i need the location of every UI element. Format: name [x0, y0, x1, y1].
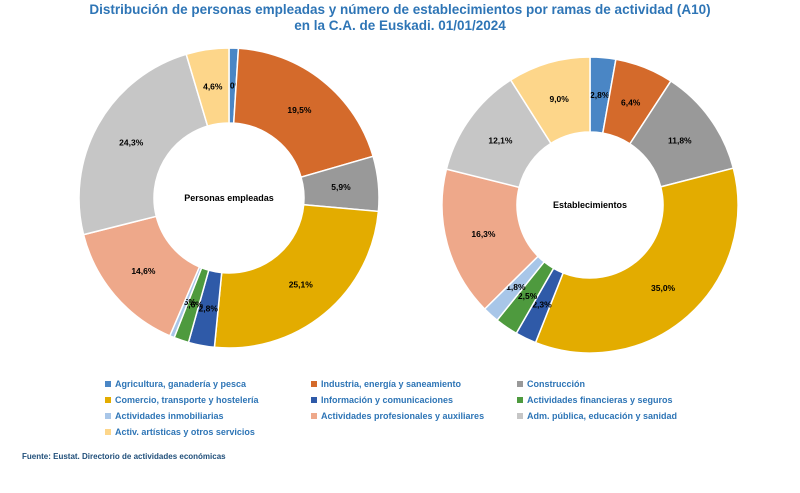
legend-label: Actividades profesionales y auxiliares [321, 411, 485, 421]
legend-swatch [517, 381, 523, 387]
legend-item-activ-artisticas-y-otros-servicios: Activ. artísticas y otros servicios [105, 425, 311, 439]
legend-swatch [105, 429, 111, 435]
donut-establecimientos: 2,8% 6,4% 11,8% 35,0% 2,3%2,5%1,8% 16,3% 12,1%… [441, 56, 739, 354]
slice-label-actividades-inmobiliarias: 0,5% [177, 297, 197, 307]
slice-label-agricultura-ganaderia-y-pesca: 2,8% [590, 90, 610, 100]
legend-swatch [311, 381, 317, 387]
source-note: Fuente: Eustat. Directorio de actividade… [22, 452, 226, 461]
legend-item-comercio-transporte-y-hosteleria: Comercio, transporte y hostelería [105, 393, 311, 407]
slice-label-actividades-inmobiliarias: 1,8% [506, 282, 526, 292]
slice-label-informacion-y-comunicaciones: 2,3% [532, 300, 552, 310]
slice-industria-energia-y-saneamiento [232, 47, 375, 179]
legend-swatch [105, 413, 111, 419]
slice-label-agricultura-ganaderia-y-pesca: 1,0% [223, 81, 243, 91]
slice-label-actividades-profesionales-y-auxiliares: 14,6% [131, 266, 156, 276]
legend-swatch [517, 413, 523, 419]
slice-comercio-transporte-y-hosteleria [534, 167, 739, 354]
slice-label-construccion: 5,9% [331, 182, 351, 192]
donut-center-label: Personas empleadas [184, 193, 274, 203]
slice-label-industria-energia-y-saneamiento: 19,5% [287, 105, 312, 115]
slice-label-comercio-transporte-y-hosteleria: 25,1% [289, 280, 314, 290]
legend-swatch [105, 397, 111, 403]
slice-label-industria-energia-y-saneamiento: 6,4% [621, 97, 641, 107]
legend-label: Actividades inmobiliarias [115, 411, 224, 421]
legend-label: Adm. pública, educación y sanidad [527, 411, 678, 421]
legend-item-informacion-y-comunicaciones: Información y comunicaciones [311, 393, 517, 407]
legend-label: Industria, energía y saneamiento [321, 379, 462, 389]
chart-title-line2: en la C.A. de Euskadi. 01/01/2024 [294, 18, 506, 33]
legend-item-agricultura-ganaderia-y-pesca: Agricultura, ganadería y pesca [105, 377, 311, 391]
slice-label-informacion-y-comunicaciones: 2,8% [199, 304, 219, 314]
legend-swatch [517, 397, 523, 403]
slice-label-activ-artisticas-y-otros-servicios: 9,0% [549, 94, 569, 104]
legend-swatch [105, 381, 111, 387]
slice-label-actividades-financieras-y-seguros: 1,6% [184, 300, 204, 310]
chart-title-line1: Distribución de personas empleadas y núm… [89, 2, 711, 17]
slice-label-actividades-financieras-y-seguros: 2,5% [518, 291, 538, 301]
legend-label: Comercio, transporte y hostelería [115, 395, 259, 405]
legend: Agricultura, ganadería y pesca Industria,… [105, 377, 725, 439]
slice-comercio-transporte-y-hosteleria [213, 203, 380, 349]
donut-personas-empleadas: 1,0% 19,5% 5,9% 25,1% 2,8%1,6%0,5% 14,6% 24,3%… [78, 47, 380, 349]
legend-label: Activ. artísticas y otros servicios [115, 427, 255, 437]
slice-label-activ-artisticas-y-otros-servicios: 4,6% [203, 82, 223, 92]
legend-item-actividades-inmobiliarias: Actividades inmobiliarias [105, 409, 311, 423]
slice-activ-artisticas-y-otros-servicios [185, 47, 230, 128]
legend-label: Agricultura, ganadería y pesca [115, 379, 247, 389]
legend-label: Construcción [527, 379, 586, 389]
slice-label-adm-publica-educacion-y-sanidad: 24,3% [119, 137, 144, 147]
slice-adm-publica-educacion-y-sanidad [78, 53, 209, 236]
slice-label-comercio-transporte-y-hosteleria: 35,0% [651, 283, 676, 293]
donut-charts: 1,0%19,5%5,9%25,1%2,8%1,6%0,5%14,6%24,3%… [78, 47, 739, 354]
slice-label-adm-publica-educacion-y-sanidad: 12,1% [488, 135, 513, 145]
legend-item-construccion: Construcción [517, 377, 723, 391]
slice-label-construccion: 11,8% [668, 136, 692, 146]
legend-item-actividades-financieras-y-seguros: Actividades financieras y seguros [517, 393, 723, 407]
legend-swatch [311, 397, 317, 403]
legend-item-industria-energia-y-saneamiento: Industria, energía y saneamiento [311, 377, 517, 391]
legend-item-adm-publica-educacion-y-sanidad: Adm. pública, educación y sanidad [517, 409, 723, 423]
legend-item-actividades-profesionales-y-auxiliares: Actividades profesionales y auxiliares [311, 409, 517, 423]
legend-label: Información y comunicaciones [321, 395, 454, 405]
legend-swatch [311, 413, 317, 419]
slice-activ-artisticas-y-otros-servicios [509, 56, 591, 145]
donut-center-label: Establecimientos [553, 200, 627, 210]
legend-label: Actividades financieras y seguros [527, 395, 673, 405]
chart-title: Distribución de personas empleadas y núm… [0, 2, 800, 34]
slice-label-actividades-profesionales-y-auxiliares: 16,3% [471, 229, 496, 239]
